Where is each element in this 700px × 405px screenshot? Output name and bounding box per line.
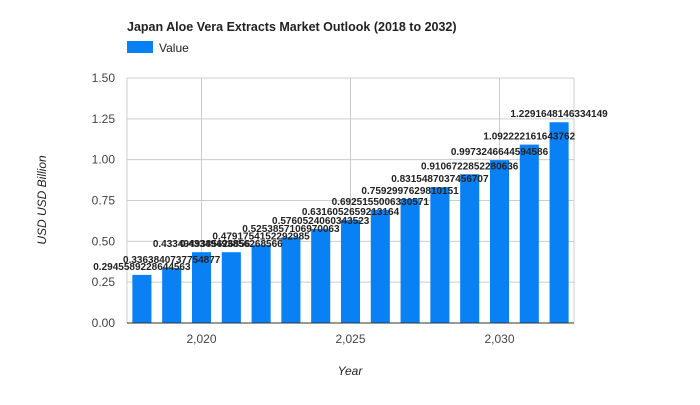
bar-2023[interactable] (281, 237, 301, 323)
y-axis-ticks: 0.00 0.25 0.50 0.75 1.00 1.25 1.50 (92, 71, 116, 330)
data-label-2021: 0.43349493856268566 (180, 239, 283, 250)
data-label-2026: 0.6925155006330571 (332, 197, 430, 208)
bar-2025[interactable] (340, 219, 361, 323)
x-tick-label: 2,030 (484, 332, 514, 346)
y-tick-label: 0.00 (92, 316, 116, 330)
data-label-2027: 0.7592997629810151 (361, 186, 459, 197)
bar-2020[interactable] (191, 252, 212, 323)
bar-2024[interactable] (311, 228, 331, 323)
x-tick-label: 2,020 (186, 332, 216, 346)
x-axis-ticks: 2,020 2,025 2,030 (186, 332, 514, 346)
data-label-2028: 0.8315487037456707 (391, 174, 489, 185)
y-tick-label: 1.25 (92, 112, 116, 126)
bars (132, 122, 569, 323)
y-tick-label: 1.00 (92, 153, 116, 167)
data-label-2032: 1.2291648146334149 (510, 109, 608, 120)
data-label-2022: 0.4791754152292985 (212, 232, 310, 243)
data-label-2025: 0.6316052659213164 (302, 207, 400, 218)
x-axis-title: Year (338, 364, 364, 378)
data-label-2018: 0.2945589228644563 (93, 262, 191, 273)
bar-2032[interactable] (549, 122, 569, 323)
bar-2022[interactable] (251, 244, 271, 323)
y-tick-label: 1.50 (92, 71, 116, 85)
legend[interactable]: Value (127, 41, 189, 55)
bar-2029[interactable] (460, 174, 480, 323)
chart-title: Japan Aloe Vera Extracts Market Outlook … (127, 20, 457, 34)
bar-2019[interactable] (162, 268, 182, 323)
legend-label: Value (159, 41, 189, 55)
bar-2018[interactable] (132, 274, 152, 323)
y-tick-label: 0.75 (92, 194, 116, 208)
bar-2027[interactable] (400, 198, 420, 323)
data-label-2023: 0.5253857106970063 (242, 224, 340, 235)
bar-2028[interactable] (430, 187, 450, 323)
data-label-2029: 0.9106722852280636 (421, 161, 519, 172)
data-label-2024: 0.5760524060343523 (272, 216, 370, 227)
y-axis-title: USD USD Billion (35, 155, 49, 245)
bar-2030[interactable] (489, 160, 510, 323)
bar-2021[interactable] (221, 252, 241, 323)
data-label-2030: 0.9973246644594586 (451, 147, 549, 158)
bar-2026[interactable] (370, 209, 390, 323)
data-label-2019: 0.3363840737754877 (123, 255, 221, 266)
data-label-2031: 1.092222161643762 (483, 132, 575, 143)
legend-swatch (127, 41, 153, 53)
y-tick-label: 0.50 (92, 234, 116, 248)
y-tick-label: 0.25 (92, 275, 116, 289)
x-tick-label: 2,025 (335, 332, 365, 346)
data-label-2020: 0.4334949385626856 (153, 239, 251, 250)
bar-2031[interactable] (519, 144, 539, 323)
